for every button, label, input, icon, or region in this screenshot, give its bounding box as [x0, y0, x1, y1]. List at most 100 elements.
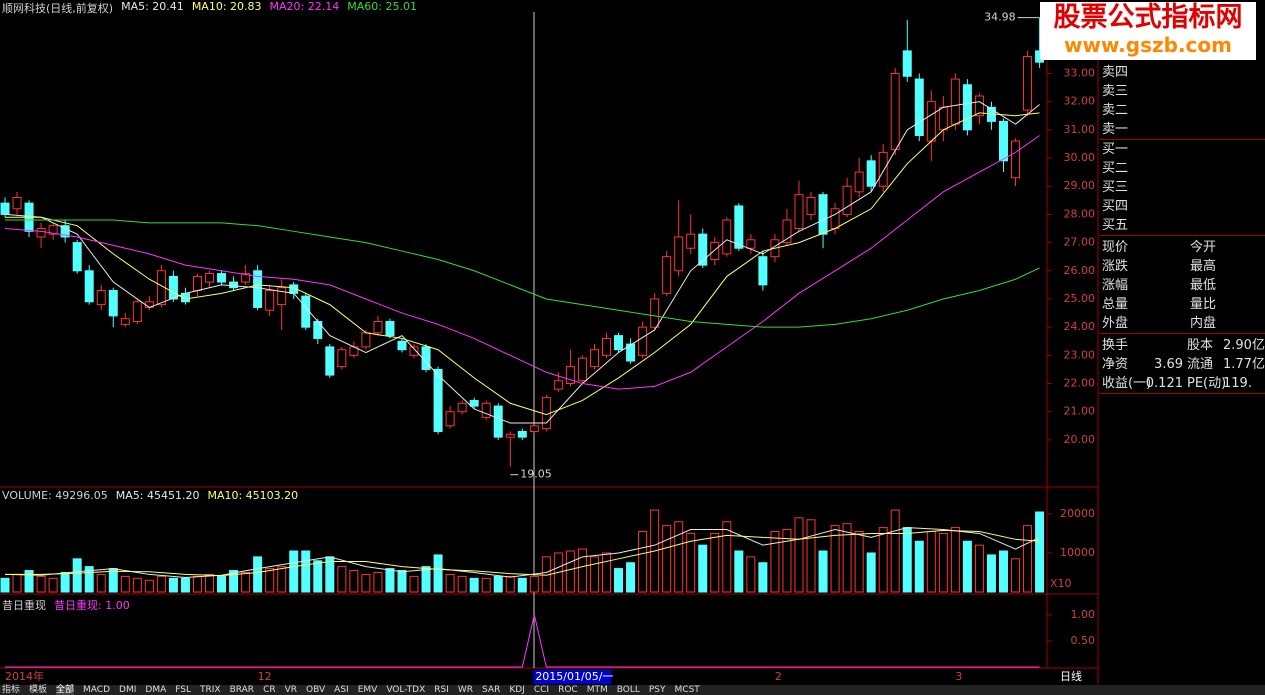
candle-body — [433, 368, 443, 432]
fund-row: 净资 3.69 流通 1.77亿 — [1099, 355, 1265, 374]
indicator-tab[interactable]: VOL-TDX — [386, 685, 426, 695]
volume-bar — [156, 575, 166, 593]
indicator-tab[interactable]: SAR — [482, 685, 501, 695]
indicator-tab[interactable]: MCST — [674, 685, 700, 695]
volume-bar — [265, 568, 275, 593]
stat-label: 涨跌 — [1102, 259, 1129, 274]
order-label: 卖四 — [1102, 65, 1129, 80]
stat-row: 现价 今开 — [1099, 238, 1265, 257]
candle-body — [638, 326, 648, 356]
candle-body — [950, 78, 960, 125]
line-series — [5, 219, 1040, 328]
order-row: 买一 — [1099, 139, 1265, 159]
indicator-tab[interactable]: 模板 — [29, 685, 48, 695]
indicator-tab[interactable]: RSI — [434, 685, 449, 695]
candle-body — [457, 402, 467, 413]
stat-label: 量比 — [1190, 297, 1217, 312]
fund-row: 换手 股本 2.90亿 — [1099, 336, 1265, 355]
candle-body — [108, 290, 118, 317]
y-tick-label: 0.50 — [1071, 634, 1096, 647]
y-tick-label: 33.00 — [1064, 66, 1096, 79]
min-label: 19.05 — [520, 468, 552, 481]
indicator-tab[interactable]: MACD — [83, 685, 111, 695]
indicator-tab[interactable]: PSY — [648, 685, 666, 695]
y-tick-label: 25.00 — [1064, 292, 1096, 305]
candle-body — [553, 380, 563, 390]
indicator-tab[interactable]: ROC — [558, 685, 578, 695]
candle-body — [998, 120, 1008, 162]
indicator-tab[interactable]: DMI — [119, 685, 137, 695]
indicator-tab[interactable]: WR — [457, 685, 474, 695]
indicator-tab[interactable]: TRIX — [200, 685, 221, 695]
indicator-tab[interactable]: CCI — [533, 685, 550, 695]
volume-header: VOLUME: 49296.05 MA5: 45451.20 MA10: 45103… — [2, 489, 298, 502]
volume-bar — [505, 575, 515, 593]
fund-value: 119. — [1223, 376, 1252, 391]
candle-body — [253, 270, 263, 308]
watermark-title: 股票公式指标网 — [1053, 2, 1243, 33]
indicator-tab[interactable]: BRAR — [229, 685, 255, 695]
order-label: 买一 — [1102, 142, 1129, 157]
fund-label: 净资 — [1102, 357, 1129, 372]
indicator-tab[interactable]: FSL — [175, 685, 191, 695]
indicator-tab[interactable]: DMA — [145, 685, 167, 695]
candle-body — [409, 346, 419, 356]
candle-body — [589, 349, 599, 368]
volume-bar — [830, 525, 840, 593]
candle-body — [265, 290, 275, 311]
volume-bar — [866, 552, 876, 593]
max-label: 34.98 — [984, 11, 1016, 24]
volume-bar — [902, 527, 912, 593]
candle-body — [698, 233, 708, 266]
volume-bar — [565, 550, 575, 593]
volume-bar — [962, 540, 972, 593]
indicator-tab[interactable]: OBV — [306, 685, 326, 695]
indicator-tab[interactable]: VR — [284, 685, 298, 695]
volume-bar — [950, 527, 960, 593]
candle-body — [938, 106, 948, 131]
order-label: 买五 — [1102, 218, 1129, 233]
volume-bar — [818, 550, 828, 593]
indicator-tab[interactable]: KDJ — [509, 685, 525, 695]
y-tick-label: 20000 — [1060, 507, 1095, 520]
volume-bar — [974, 544, 984, 593]
candle-body — [96, 290, 106, 306]
indicator-tab[interactable]: BOLL — [616, 685, 640, 695]
candle-body — [794, 194, 804, 229]
candle-body — [325, 346, 335, 376]
volume-bar — [433, 554, 443, 593]
volume-bar — [938, 532, 948, 593]
indicator-tab[interactable]: CR — [263, 685, 276, 695]
candle-body — [168, 275, 178, 300]
y-tick-label: 28.00 — [1064, 207, 1096, 220]
volume-bar — [205, 573, 215, 593]
volume-bar — [397, 570, 407, 593]
candle-body — [890, 72, 900, 151]
volume-bar — [385, 568, 395, 593]
volume-bar — [878, 527, 888, 593]
watermark: 股票公式指标网 www.gszb.com — [1040, 2, 1256, 60]
stat-label: 现价 — [1102, 240, 1129, 255]
volume-bar — [241, 571, 251, 593]
volume-bar — [217, 575, 227, 593]
candle-body — [686, 233, 696, 249]
stat-row: 外盘 内盘 — [1099, 314, 1265, 333]
panel-title: VOLUME: 49296.05 — [2, 489, 108, 502]
stat-row: 总量 量比 — [1099, 295, 1265, 314]
x-tick-label: 2 — [775, 670, 782, 683]
fund-row: 收益(一) 0.121 PE(动) 119. — [1099, 374, 1265, 393]
indicator-tab[interactable]: ASI — [334, 685, 349, 695]
candle-body — [818, 194, 828, 235]
indicator-tab[interactable]: 指标 — [2, 685, 21, 695]
volume-bar — [12, 573, 22, 593]
volume-bar — [72, 558, 82, 593]
indicator-tab[interactable]: 全部 — [56, 685, 75, 695]
order-book: 卖四 卖三 卖二 卖一 买一 买二 买三 买四 买五 — [1099, 63, 1265, 236]
y-tick-label: 30.00 — [1064, 151, 1096, 164]
y-tick-label: 22.00 — [1064, 377, 1096, 390]
volume-bar — [589, 556, 599, 593]
indicator-tabs: 指标 模板 全部 MACD DMI DMA FSL TRIX BRAR CR VR OBV ASI EMV… — [0, 685, 1265, 695]
indicator-tab[interactable]: MTM — [586, 685, 608, 695]
indicator-tab[interactable]: EMV — [357, 685, 378, 695]
candle-body — [301, 295, 311, 328]
